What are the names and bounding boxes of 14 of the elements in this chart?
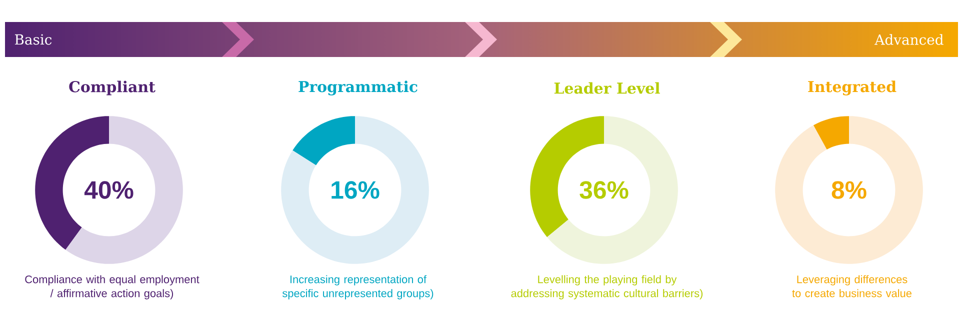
text: Increasing representation of specific unrepresented groups) (282, 275, 434, 300)
text: Leveraging differences to create business value (792, 275, 912, 298)
text: 36% (580, 181, 628, 199)
chart-title: Leader Level (554, 82, 660, 94)
text: 8% (832, 181, 866, 199)
chart-title: Compliant (69, 80, 156, 96)
text: 16% (332, 181, 380, 199)
text: Compliance with equal employment / affirmative action goals) (25, 275, 200, 300)
text: Advanced (874, 34, 944, 45)
text: Levelling the playing field by addressing systematic cultural barriers) (511, 275, 703, 300)
text: Basic (14, 34, 52, 45)
text: 40% (84, 181, 134, 199)
chart-title: Programmatic (298, 80, 418, 96)
chart-title: Integrated (808, 80, 896, 96)
